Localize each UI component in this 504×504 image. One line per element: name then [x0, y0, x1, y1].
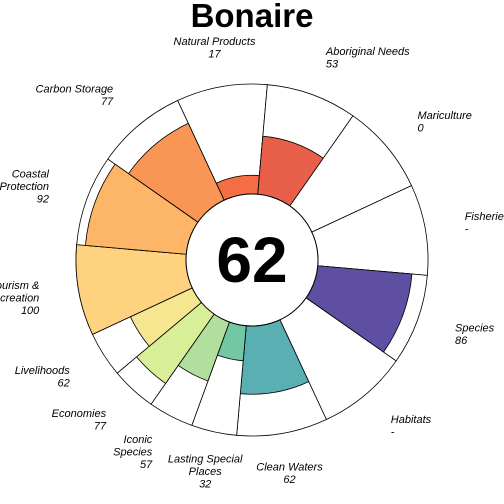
- petal-value-mariculture: 0: [418, 122, 425, 134]
- petal-label-natural-products: Natural Products 17: [174, 36, 256, 61]
- petal-value-livelihoods: 62: [58, 377, 70, 389]
- petal-name-mariculture: Mariculture: [418, 110, 472, 122]
- petal-name-iconic-species: Iconic: [124, 434, 153, 446]
- petal-name-lasting-special-places: Places: [189, 466, 223, 478]
- petal-name-natural-products: Natural Products: [174, 36, 256, 48]
- petal-labels: Natural Products 17 Aboriginal Needs 53 Mari…: [0, 36, 504, 490]
- petal-label-fisheries: Fisheries-: [465, 211, 504, 236]
- petal-value-habitats: -: [391, 427, 395, 439]
- petal-name-coastal-protection: Coastal: [12, 169, 50, 181]
- petal-label-clean-waters: Clean Waters 62: [256, 462, 323, 487]
- petal-value-tourism-recreation: 100: [21, 305, 40, 317]
- petal-label-tourism-recreation: Tourism &Recreation100: [0, 280, 40, 317]
- petal-value-natural-products: 17: [208, 49, 221, 61]
- petal-name-species: Species: [455, 323, 495, 335]
- petal-value-iconic-species: 57: [140, 459, 153, 471]
- petal-name-carbon-storage: Carbon Storage: [36, 83, 114, 95]
- petal-label-mariculture: Mariculture 0: [418, 110, 472, 134]
- petal-name-fisheries: Fisheries: [465, 211, 504, 223]
- petal-label-livelihoods: Livelihoods 62: [15, 365, 71, 390]
- petal-label-aboriginal-needs: Aboriginal Needs 53: [325, 46, 410, 71]
- petal-value-fisheries: -: [465, 224, 469, 236]
- petal-name-clean-waters: Clean Waters: [256, 462, 323, 474]
- petal-label-lasting-special-places: Lasting Special Places 32: [168, 453, 243, 490]
- petal-label-iconic-species: Iconic Species 57: [113, 434, 153, 471]
- petal-name-coastal-protection: Protection: [0, 181, 49, 193]
- petal-name-aboriginal-needs: Aboriginal Needs: [325, 46, 410, 58]
- petal-label-economies: Economies 77: [52, 408, 107, 433]
- chart-title: Bonaire: [191, 0, 314, 34]
- center-score: 62: [216, 224, 287, 296]
- petal-name-tourism-recreation: Tourism &: [0, 280, 39, 292]
- petal-label-species: Species 86: [455, 323, 495, 348]
- center-circle: [185, 193, 319, 327]
- petal-name-iconic-species: Species: [113, 447, 153, 459]
- petal-value-economies: 77: [94, 421, 107, 433]
- petal-label-coastal-protection: Coastal Protection 92: [0, 169, 50, 206]
- petal-label-carbon-storage: Carbon Storage 77: [36, 83, 115, 108]
- petal-name-economies: Economies: [52, 408, 107, 420]
- petal-value-carbon-storage: 77: [101, 96, 114, 108]
- petal-value-coastal-protection: 92: [37, 194, 49, 206]
- petals: [75, 83, 429, 437]
- petal-value-aboriginal-needs: 53: [326, 58, 339, 70]
- petal-value-clean-waters: 62: [283, 474, 295, 486]
- petal-name-lasting-special-places: Lasting Special: [168, 453, 243, 465]
- petal-value-lasting-special-places: 32: [199, 478, 211, 490]
- petal-name-habitats: Habitats: [391, 414, 432, 426]
- petal-name-tourism-recreation: Recreation: [0, 293, 39, 305]
- petal-value-species: 86: [455, 335, 468, 347]
- petal-name-livelihoods: Livelihoods: [15, 365, 71, 377]
- petal-label-habitats: Habitats -: [391, 414, 432, 439]
